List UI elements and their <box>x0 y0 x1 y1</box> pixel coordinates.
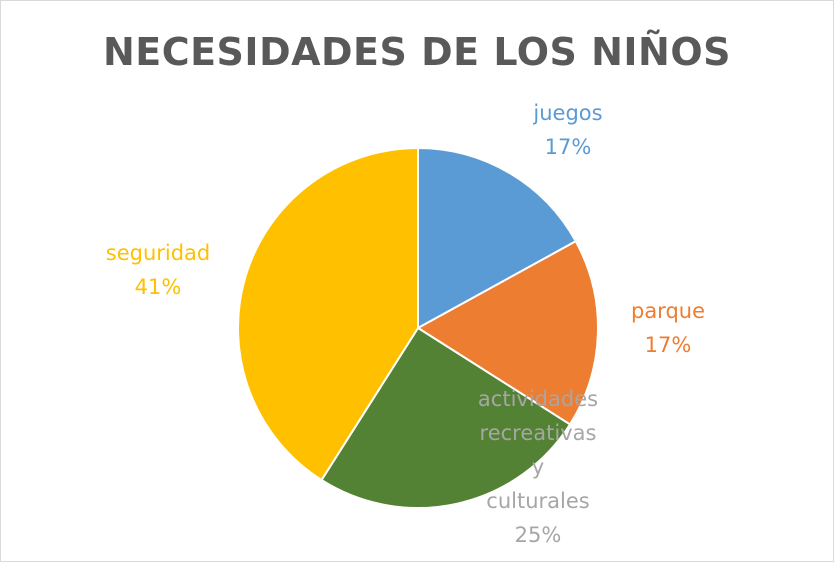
pie-data-labels: juegos 17% parque 17% actividades recreativas… <box>106 101 705 547</box>
chart-title: NECESIDADES DE LOS NIÑOS <box>102 30 732 74</box>
data-label-category: actividades <box>478 387 598 411</box>
data-label-value: 41% <box>135 275 182 299</box>
pie-slice-3 <box>237 146 419 482</box>
data-label-value: 17% <box>545 135 592 159</box>
data-label-0: juegos 17% <box>532 101 602 159</box>
data-label-category: seguridad <box>106 241 211 265</box>
data-label-category: y <box>532 455 544 479</box>
data-label-value: 25% <box>515 523 562 547</box>
pie-slices <box>237 146 599 509</box>
pie-slice-0 <box>417 146 578 330</box>
data-label-category: recreativas <box>480 421 597 445</box>
pie-slice-1 <box>416 239 599 426</box>
pie-slice-2 <box>320 326 572 509</box>
data-label-value: 17% <box>645 333 692 357</box>
data-label-3: seguridad 41% <box>106 241 211 299</box>
data-label-category: parque <box>631 299 705 323</box>
data-label-2: actividades recreativas y culturales 25% <box>478 387 598 547</box>
data-label-category: juegos <box>532 101 602 125</box>
data-label-category: culturales <box>486 489 589 513</box>
data-label-1: parque 17% <box>631 299 705 357</box>
